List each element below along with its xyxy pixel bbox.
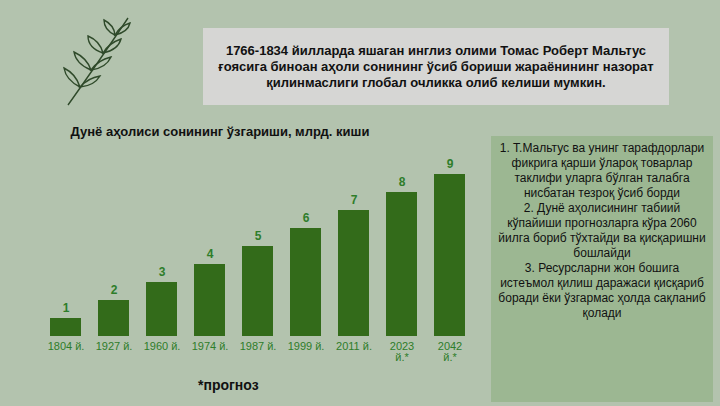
html-text:1. Т.Мальтус ва унинг тарафдор: 1. Т.Мальтус ва унинг тарафдорлари фикри… (499, 141, 705, 200)
svg-text:6: 6 (303, 211, 310, 225)
html-text:*прогноз: *прогноз (198, 377, 259, 393)
svg-text:1974 й.: 1974 й. (192, 340, 229, 352)
svg-text:1987 й.: 1987 й. (240, 340, 277, 352)
svg-text:4: 4 (207, 247, 214, 261)
svg-text:9: 9 (447, 157, 454, 171)
svg-text:1927 й.: 1927 й. (96, 340, 133, 352)
svg-text:5: 5 (255, 229, 262, 243)
svg-text:1999 й.: 1999 й. (288, 340, 325, 352)
html-text:3. Ресурсларни жон бошига исте: 3. Ресурсларни жон бошига истеъмол қилиш… (498, 261, 706, 320)
svg-text:1804 й.: 1804 й. (48, 340, 85, 352)
svg-text:1960 й.: 1960 й. (144, 340, 181, 352)
html-text:1766-1834 йилларда яшаган ингл: 1766-1834 йилларда яшаган инглиз олими Т… (218, 42, 654, 90)
svg-text:2: 2 (111, 283, 118, 297)
svg-text:7: 7 (351, 193, 358, 207)
svg-text:2023й.*: 2023й.* (390, 340, 414, 363)
svg-text:2042й.*: 2042й.* (438, 340, 462, 363)
svg-text:2011 й.: 2011 й. (336, 340, 372, 352)
html-text:Дунё аҳолиси сонининг ўзгариши: Дунё аҳолиси сонининг ўзгариши, млрд. ки… (70, 124, 370, 139)
svg-text:1: 1 (63, 301, 70, 315)
html-text:2. Дунё аҳолисининг табиий кўп: 2. Дунё аҳолисининг табиий кўпайиши прог… (498, 201, 706, 260)
svg-text:3: 3 (159, 265, 166, 279)
svg-text:8: 8 (399, 175, 406, 189)
